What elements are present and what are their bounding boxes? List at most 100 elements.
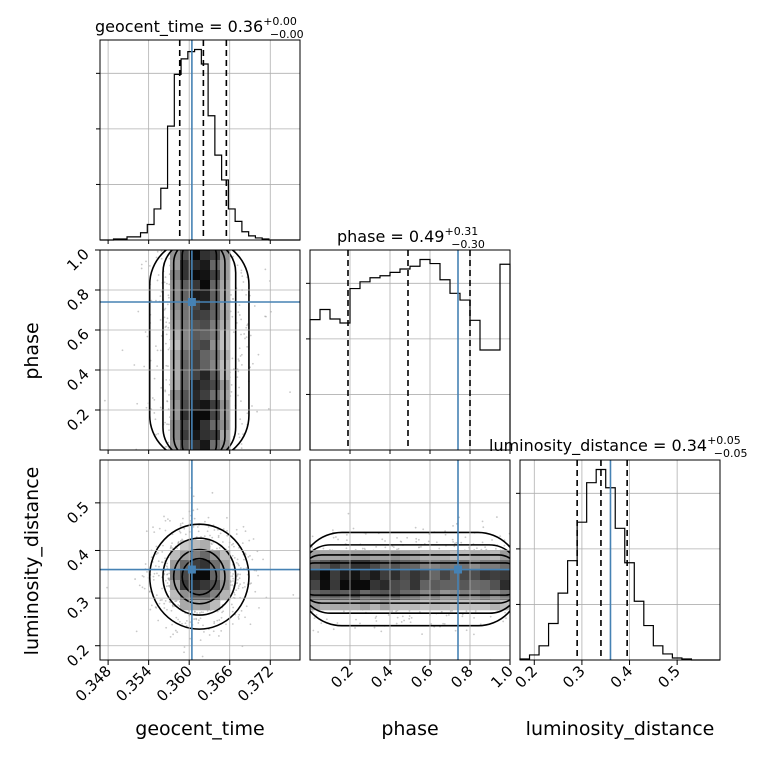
pair-geocent_time-luminosity_distance-sample (157, 574, 160, 577)
pair-phase-luminosity_distance-sample (414, 526, 417, 529)
pair-phase-luminosity_distance-density (310, 512, 510, 660)
x-tick-label-geocent_time-4: 0.372 (234, 662, 277, 705)
pair-geocent_time-luminosity_distance-frame (99, 459, 301, 661)
pair-geocent_time-phase-sample (236, 376, 239, 379)
pair-geocent_time-luminosity_distance-sample (206, 609, 209, 612)
pair-phase-luminosity_distance-density-bin (480, 570, 491, 581)
pair-phase-luminosity_distance-density-bin (340, 560, 351, 571)
pair-phase-luminosity_distance-sample (473, 633, 475, 636)
pair-geocent_time-phase-sample (231, 315, 234, 318)
pair-geocent_time-phase-sample (245, 326, 248, 329)
pair-geocent_time-luminosity_distance-sample (243, 581, 245, 584)
pair-phase-luminosity_distance-sample (460, 541, 463, 544)
pair-geocent_time-phase-sample (231, 357, 234, 360)
pair-geocent_time-phase-sample (140, 263, 143, 266)
pair-phase-luminosity_distance-density-bin (460, 570, 471, 581)
pair-geocent_time-luminosity_distance-sample (195, 536, 198, 538)
pair-phase-luminosity_distance-density-bin (500, 570, 510, 581)
pair-geocent_time-luminosity_distance-sample (200, 536, 202, 538)
pair-geocent_time-phase-sample (133, 364, 136, 366)
pair-geocent_time-luminosity_distance-sample (145, 530, 148, 533)
pair-geocent_time-luminosity_distance-sample (235, 533, 238, 535)
pair-phase-luminosity_distance-contour-2 (310, 554, 510, 604)
pair-geocent_time-phase-sample (165, 445, 168, 448)
pair-phase-luminosity_distance-density-bin (500, 580, 510, 591)
panel-title-luminosity-distance: luminosity_distance = 0.34+0.05 −0.05 (489, 434, 748, 460)
pair-geocent_time-phase-density-bin (190, 400, 201, 411)
pair-geocent_time-phase-density-bin (190, 360, 201, 371)
pair-geocent_time-phase-density-bin (170, 380, 181, 391)
pair-geocent_time-phase-sample (154, 418, 157, 421)
pair-geocent_time-luminosity_distance-sample (241, 586, 244, 589)
pair-phase-luminosity_distance-sample (415, 540, 418, 543)
pair-phase-luminosity_distance-sample (359, 622, 361, 625)
pair-geocent_time-phase-density-bin (170, 410, 181, 421)
pair-geocent_time-phase-sample (246, 324, 248, 327)
x-axis-label-geocent-time: geocent_time (135, 718, 264, 740)
pair-geocent_time-luminosity_distance-sample (242, 525, 245, 528)
pair-geocent_time-luminosity_distance-sample (165, 626, 168, 629)
pair-geocent_time-luminosity_distance-sample (170, 609, 173, 612)
pair-geocent_time-luminosity_distance-density-bin (180, 590, 191, 601)
x-tick-label-phase-3: 0.8 (447, 662, 477, 692)
pair-geocent_time-phase-density-bin (180, 330, 191, 341)
pair-geocent_time-phase-sample (165, 378, 168, 381)
pair-geocent_time-phase-density-bin (200, 300, 211, 311)
pair-geocent_time-phase-sample (241, 363, 243, 366)
pair-geocent_time-luminosity_distance-sample (239, 583, 242, 586)
pair-geocent_time-phase-sample (140, 267, 143, 270)
pair-geocent_time-phase-sample (240, 443, 243, 445)
pair-geocent_time-luminosity_distance-sample (174, 629, 177, 632)
pair-geocent_time-luminosity_distance-sample (171, 547, 174, 550)
pair-geocent_time-phase-density-bin (210, 430, 221, 441)
pair-geocent_time-phase-density-bin (210, 410, 221, 421)
pair-geocent_time-phase-density-bin (200, 440, 211, 450)
pair-geocent_time-luminosity_distance-sample (154, 606, 157, 608)
y-tick-label-phase-1: 0.4 (63, 365, 93, 395)
pair-geocent_time-luminosity_distance-density-bin (170, 560, 181, 571)
pair-phase-luminosity_distance-density-bin (310, 580, 321, 591)
pair-geocent_time-phase-sample (155, 299, 157, 302)
pair-phase-luminosity_distance-sample (479, 623, 482, 626)
pair-geocent_time-phase-sample (163, 281, 166, 284)
pair-phase-luminosity_distance-truth-marker (454, 565, 462, 574)
pair-geocent_time-luminosity_distance-sample (164, 599, 167, 602)
pair-geocent_time-phase-sample (145, 406, 148, 409)
pair-geocent_time-phase-sample (239, 418, 242, 421)
pair-phase-luminosity_distance-sample (474, 610, 477, 612)
pair-geocent_time-phase-sample (137, 310, 140, 313)
pair-phase-luminosity_distance-sample (481, 520, 484, 523)
pair-geocent_time-phase-density-bin (170, 330, 181, 341)
pair-geocent_time-phase-sample (251, 362, 254, 365)
pair-phase-luminosity_distance-density-bin (410, 560, 421, 571)
pair-geocent_time-luminosity_distance-sample (245, 567, 248, 569)
pair-geocent_time-luminosity_distance-density-bin (220, 590, 231, 601)
pair-geocent_time-luminosity_distance-sample (236, 582, 238, 584)
pair-geocent_time-phase-density-bin (190, 320, 201, 331)
pair-phase-luminosity_distance-density-bin (320, 600, 331, 611)
pair-phase-luminosity_distance-density-bin (380, 560, 391, 571)
pair-geocent_time-luminosity_distance-sample (184, 533, 187, 536)
pair-geocent_time-luminosity_distance-density-bin (170, 550, 181, 561)
pair-geocent_time-phase-sample (157, 432, 160, 435)
pair-geocent_time-phase-sample (168, 257, 171, 260)
pair-geocent_time-luminosity_distance-sample (158, 602, 161, 605)
pair-geocent_time-phase-sample (237, 311, 240, 314)
hist-frame-geocent_time (99, 39, 301, 241)
pair-phase-luminosity_distance-density-bin (370, 570, 381, 581)
pair-geocent_time-luminosity_distance-density-bin (200, 580, 211, 591)
pair-phase-luminosity_distance-density-bin (480, 580, 491, 591)
pair-geocent_time-luminosity_distance-contour-3 (181, 557, 218, 596)
pair-geocent_time-luminosity_distance-sample (232, 573, 234, 575)
pair-geocent_time-luminosity_distance-sample (231, 575, 234, 578)
pair-phase-luminosity_distance-density-bin (490, 600, 501, 611)
pair-geocent_time-phase-sample (243, 333, 246, 335)
pair-geocent_time-phase-density-bin (210, 390, 221, 401)
density-layer (103, 250, 510, 660)
pair-geocent_time-phase-density-bin (200, 270, 211, 281)
pair-geocent_time-luminosity_distance-sample (241, 542, 244, 545)
pair-phase-luminosity_distance-sample (396, 548, 398, 551)
pair-geocent_time-luminosity_distance-sample (238, 546, 240, 549)
pair-phase-luminosity_distance-sample (387, 614, 390, 616)
pair-geocent_time-luminosity_distance-sample (167, 584, 170, 587)
